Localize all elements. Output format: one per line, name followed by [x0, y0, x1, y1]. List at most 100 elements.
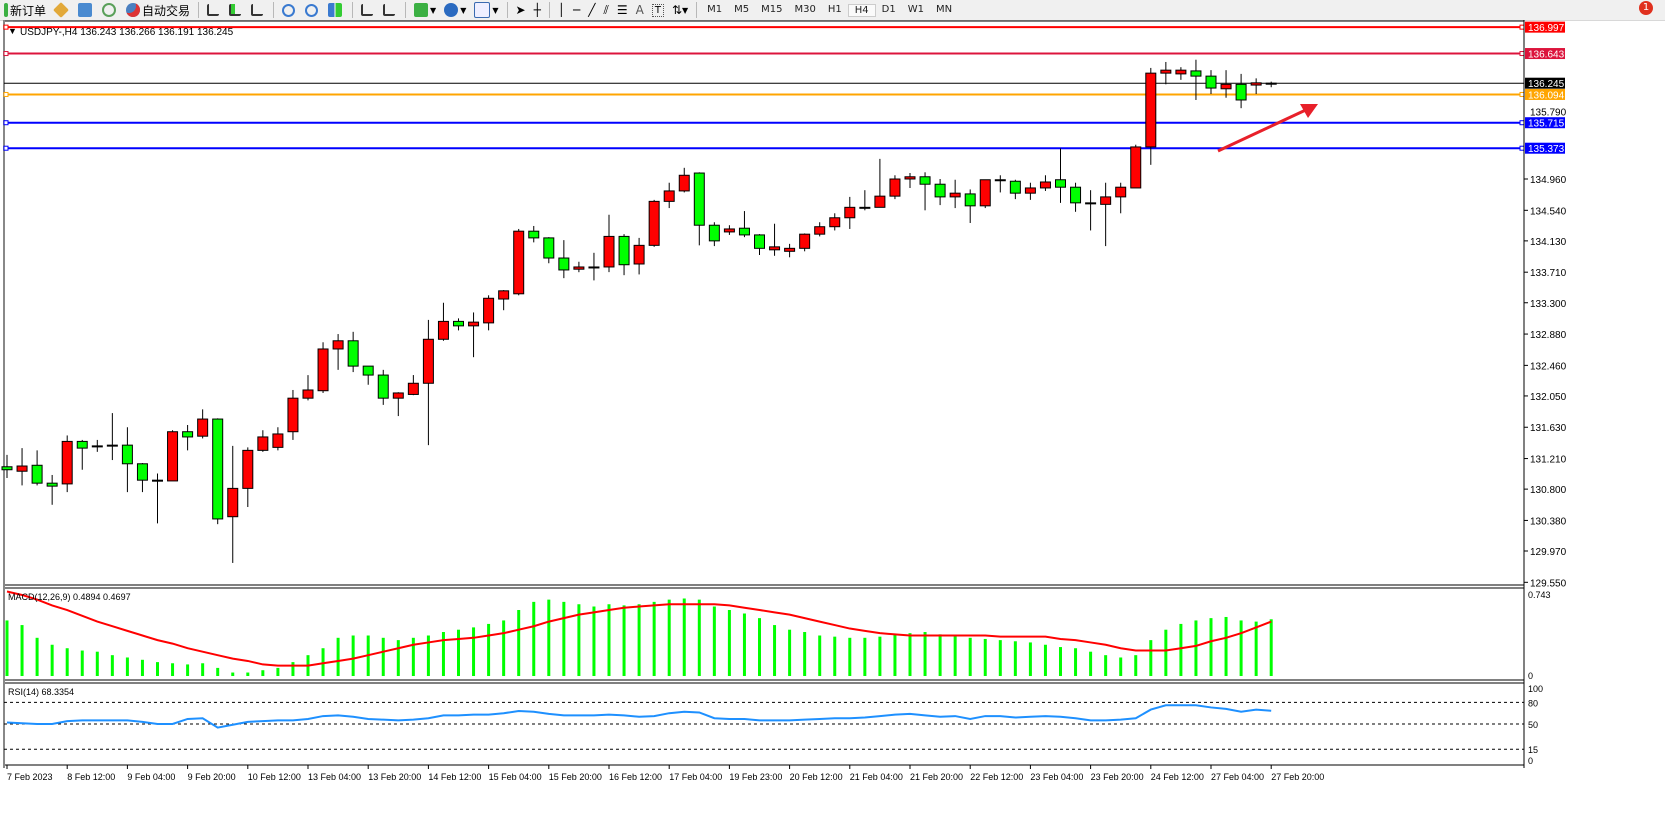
price-tick-label: 134.540 [1530, 206, 1567, 217]
time-label: 21 Feb 04:00 [850, 772, 903, 782]
candle-body [723, 228, 735, 233]
period-bar: M1 M5 M15 M30 H1 H4 D1 W1 MN [701, 3, 958, 17]
horizontal-line-icon: ─ [573, 3, 581, 17]
macd-zero-label: 0 [1528, 671, 1533, 681]
candle-body [182, 431, 194, 438]
text-label-tool[interactable]: T [648, 1, 668, 19]
price-label-bg [1525, 21, 1565, 33]
macd-signal-line [6, 590, 1272, 667]
arrows-tool[interactable]: ⇅ ▼ [668, 1, 692, 19]
candle-body [1100, 196, 1112, 205]
price-label-bg [1525, 117, 1565, 129]
candle-body [799, 233, 811, 249]
equidistant-channel-tool[interactable]: ⫽ [600, 1, 613, 19]
candle-body [528, 230, 540, 239]
auto-trading-button[interactable]: 自动交易 [122, 1, 194, 19]
price-label-bg [1525, 48, 1565, 60]
candle-body [16, 465, 28, 472]
candle-body [934, 183, 946, 198]
candle-body [61, 440, 73, 485]
candle-body [1190, 70, 1202, 77]
time-label: 10 Feb 12:00 [248, 772, 301, 782]
text-tool[interactable]: A [632, 1, 648, 19]
line-handle-right [1519, 145, 1525, 151]
candle-body [1009, 180, 1021, 194]
period-m15[interactable]: M15 [761, 3, 783, 15]
candle-body [964, 193, 976, 207]
new-order-button[interactable]: 新订单 [0, 1, 50, 19]
price-label: 136.997 [1528, 23, 1565, 34]
vertical-line-tool[interactable]: │ [554, 1, 569, 19]
separator [696, 2, 698, 18]
time-label: 13 Feb 20:00 [368, 772, 421, 782]
candle-body [1130, 146, 1142, 189]
auto-trading-label: 自动交易 [142, 3, 191, 18]
price-tick-label: 132.050 [1530, 392, 1567, 403]
zoom-in-button[interactable] [278, 1, 301, 19]
autoscroll-icon [361, 4, 374, 16]
candle-body [152, 479, 163, 482]
signals-button[interactable] [98, 1, 122, 19]
candle-body [1220, 83, 1232, 90]
zoom-out-button[interactable] [301, 1, 324, 19]
history-button[interactable] [50, 1, 74, 19]
price-tick-label: 129.970 [1530, 547, 1567, 558]
period-m30[interactable]: M30 [794, 3, 816, 15]
template-icon [474, 2, 491, 18]
horizontal-line-tool[interactable]: ─ [569, 1, 584, 19]
candlestick-button[interactable] [225, 1, 247, 19]
data-window-button[interactable] [74, 1, 98, 19]
time-label: 9 Feb 04:00 [127, 772, 175, 782]
candle-body [738, 227, 750, 236]
candle-body [257, 436, 269, 451]
line-handle-right [1519, 91, 1525, 97]
auto-trading-icon [126, 3, 141, 17]
candle-body [272, 433, 284, 448]
candle-body [784, 247, 796, 252]
period-h4[interactable]: H4 [847, 3, 876, 17]
price-label-bg [1525, 142, 1565, 154]
candle-body [1175, 69, 1187, 75]
templates-button[interactable]: ▼ [470, 1, 502, 19]
chart-shift-button[interactable] [379, 1, 401, 19]
candle-body [829, 217, 841, 228]
arrows-icon: ⇅ [671, 3, 683, 17]
line-handle-right [1519, 51, 1525, 57]
period-m5[interactable]: M5 [734, 3, 750, 15]
chart-window[interactable]: 134.960 134.540 134.130 133.710 133.300 132.8… [0, 20, 1665, 838]
text-label-icon: T [651, 3, 664, 17]
period-w1[interactable]: W1 [907, 3, 924, 15]
price-tick-label: 132.880 [1530, 330, 1567, 341]
cursor-tool[interactable]: ➤ [512, 1, 530, 19]
line-chart-icon [251, 4, 264, 16]
candle-body [1250, 82, 1262, 86]
crosshair-tool[interactable]: ┼ [530, 1, 545, 19]
fibonacci-tool[interactable]: ☰ [613, 1, 632, 19]
indicators-button[interactable]: ▼ [410, 1, 440, 19]
candle-body [708, 224, 720, 242]
bar-chart-button[interactable] [203, 1, 225, 19]
period-m1[interactable]: M1 [707, 3, 723, 15]
trendline-tool[interactable]: ╱ [584, 1, 599, 19]
rsi-axis-label: 50 [1528, 720, 1538, 730]
candle-body [648, 200, 660, 246]
notification-badge[interactable]: 1 [1639, 1, 1653, 15]
candle-body [287, 397, 299, 433]
autoscroll-button[interactable] [357, 1, 379, 19]
price-tick-label: 129.550 [1530, 578, 1567, 589]
time-label: 20 Feb 12:00 [790, 772, 843, 782]
tile-windows-button[interactable] [324, 1, 348, 19]
trendline-icon: ╱ [588, 3, 596, 17]
candle-body [904, 176, 916, 180]
candle-body [573, 266, 585, 270]
candle-body [407, 382, 419, 395]
signal-icon [102, 3, 117, 17]
period-d1[interactable]: D1 [881, 3, 896, 15]
period-h1[interactable]: H1 [827, 3, 842, 15]
line-handle-right [1519, 24, 1525, 30]
period-mn[interactable]: MN [935, 3, 953, 15]
time-label: 27 Feb 04:00 [1211, 772, 1264, 782]
candle-body [994, 179, 1006, 182]
periods-button[interactable]: ▼ [440, 1, 470, 19]
line-chart-button[interactable] [247, 1, 269, 19]
